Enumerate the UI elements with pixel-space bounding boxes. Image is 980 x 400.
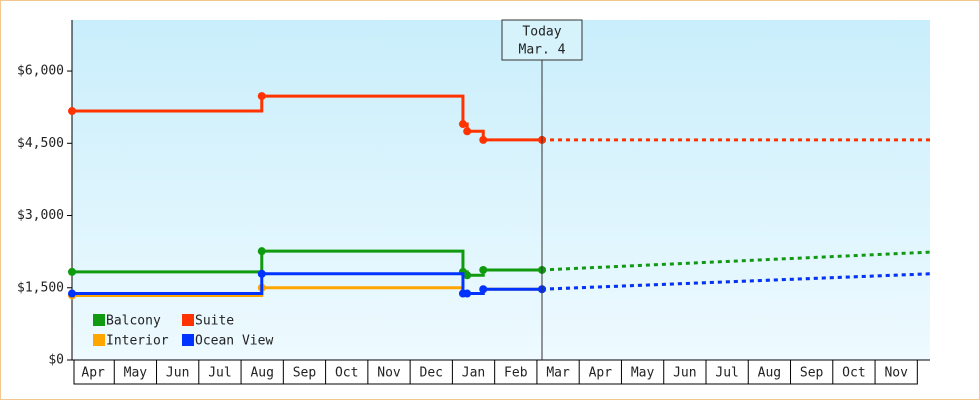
x-tick-label: Jul xyxy=(208,366,231,381)
x-tick-label: Nov xyxy=(377,366,401,381)
data-point xyxy=(463,127,472,136)
y-tick-label: $6,000 xyxy=(17,64,64,79)
legend-swatch xyxy=(93,334,105,346)
data-point xyxy=(463,271,472,280)
x-tick-label: Sep xyxy=(293,366,317,381)
x-tick-label: May xyxy=(631,366,655,381)
today-label: Today xyxy=(522,25,561,40)
today-date: Mar. 4 xyxy=(519,43,566,58)
x-tick-label: Apr xyxy=(589,366,613,381)
projection-line xyxy=(541,272,931,291)
y-tick-label: $3,000 xyxy=(17,208,64,223)
data-point xyxy=(257,92,266,101)
data-point xyxy=(479,135,488,144)
legend-label: Balcony xyxy=(106,314,161,329)
legend-swatch xyxy=(182,334,194,346)
legend-swatch xyxy=(93,314,105,326)
projection-line xyxy=(541,250,931,272)
data-point xyxy=(257,247,266,256)
data-point xyxy=(463,289,472,298)
data-point xyxy=(479,265,488,274)
x-tick-label: May xyxy=(124,366,148,381)
legend-swatch xyxy=(182,314,194,326)
x-tick-label: Aug xyxy=(250,366,273,381)
legend-label: Ocean View xyxy=(195,334,273,349)
legend-label: Interior xyxy=(106,334,169,349)
x-tick-label: Dec xyxy=(420,366,443,381)
x-tick-label: Aug xyxy=(758,366,781,381)
y-tick-label: $0 xyxy=(48,353,64,368)
data-point xyxy=(257,269,266,278)
data-point xyxy=(68,107,76,116)
x-tick-label: Apr xyxy=(81,366,105,381)
x-tick-label: Oct xyxy=(842,366,865,381)
legend-label: Suite xyxy=(195,314,234,329)
x-axis-band xyxy=(73,359,918,385)
data-point xyxy=(68,267,76,276)
x-tick-label: Jun xyxy=(166,366,189,381)
x-tick-label: Jun xyxy=(673,366,696,381)
x-tick-label: Oct xyxy=(335,366,358,381)
x-tick-label: Mar xyxy=(546,366,570,381)
x-tick-label: Jan xyxy=(462,366,485,381)
data-point xyxy=(458,120,467,129)
x-tick-label: Feb xyxy=(504,366,528,381)
y-tick-label: $4,500 xyxy=(17,136,64,151)
x-tick-label: Sep xyxy=(800,366,824,381)
today-box xyxy=(501,19,583,61)
x-tick-label: Nov xyxy=(884,366,908,381)
data-point xyxy=(479,285,488,294)
x-tick-label: Jul xyxy=(715,366,738,381)
plot-area xyxy=(72,20,930,360)
data-point xyxy=(68,289,76,298)
y-tick-label: $1,500 xyxy=(17,280,64,295)
